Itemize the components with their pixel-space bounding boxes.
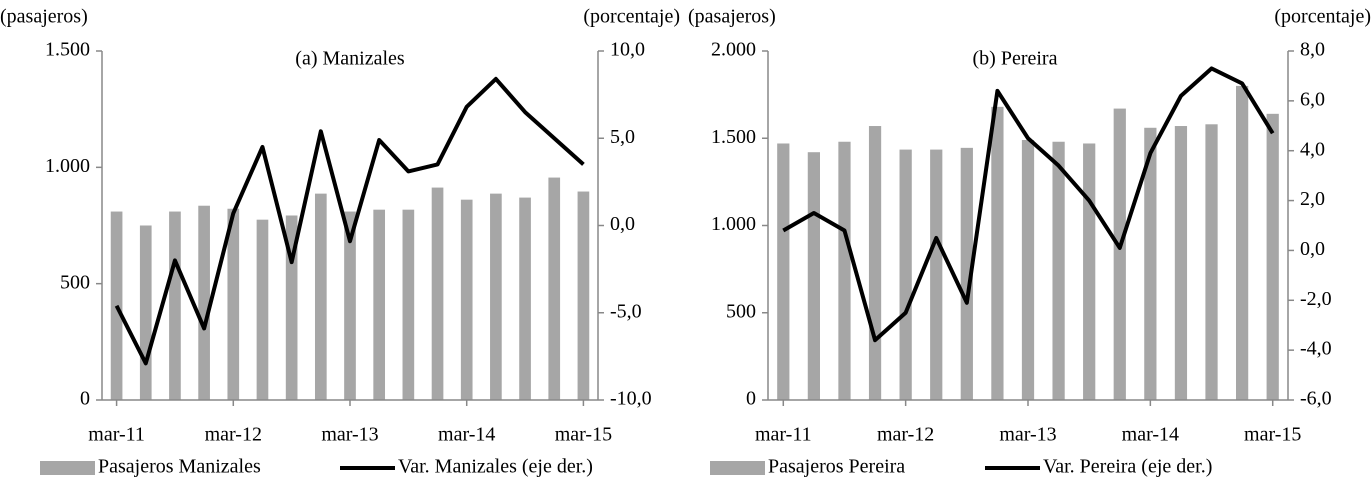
legend-label: Pasajeros Manizales xyxy=(98,456,261,478)
bar xyxy=(314,193,327,400)
x-tick-label: mar-13 xyxy=(999,424,1056,446)
x-tick-label: mar-15 xyxy=(555,424,612,446)
bar xyxy=(1266,113,1279,400)
y-tick-label: 1.500 xyxy=(45,39,90,61)
y2-axis-label: (porcentaje) xyxy=(583,6,680,28)
bar xyxy=(227,208,240,400)
bar xyxy=(169,211,181,400)
x-tick-label: mar-14 xyxy=(1122,424,1179,446)
legend-label: Pasajeros Pereira xyxy=(768,456,905,478)
y2-tick-label: 5,0 xyxy=(610,126,635,148)
bar xyxy=(460,199,473,400)
y-tick-label: 1.000 xyxy=(711,213,756,235)
bar xyxy=(577,191,590,400)
y-tick-label: 500 xyxy=(726,300,756,322)
bar xyxy=(960,147,973,400)
bar xyxy=(548,177,561,400)
bar xyxy=(1205,124,1218,400)
y-tick-label: 0 xyxy=(746,388,756,410)
y-axis-label: (pasajeros) xyxy=(688,6,776,28)
y2-tick-label: -4,0 xyxy=(1300,338,1332,360)
bar xyxy=(198,205,210,400)
bar xyxy=(1021,139,1035,400)
x-tick-label: mar-11 xyxy=(88,424,145,446)
bar xyxy=(991,106,1004,400)
bar xyxy=(431,187,444,400)
x-tick-label: mar-15 xyxy=(1244,424,1301,446)
y2-tick-label: -2,0 xyxy=(1300,288,1332,310)
y2-tick-label: 0,0 xyxy=(1300,238,1325,260)
bar xyxy=(838,141,851,401)
y2-tick-label: -6,0 xyxy=(1300,388,1332,410)
y-tick-label: 500 xyxy=(60,271,90,293)
y2-tick-label: 4,0 xyxy=(1300,138,1325,160)
bar xyxy=(285,215,298,400)
y2-tick-label: 10,0 xyxy=(610,39,645,61)
x-tick-label: mar-14 xyxy=(438,424,495,446)
legend-label: Var. Manizales (eje der.) xyxy=(398,456,593,478)
y2-tick-label: 0,0 xyxy=(610,213,635,235)
bar xyxy=(1083,143,1096,401)
y-tick-label: 2.000 xyxy=(711,39,756,61)
legend-label: Var. Pereira (eje der.) xyxy=(1043,456,1212,478)
line-series xyxy=(114,76,585,366)
x-tick-label: mar-11 xyxy=(755,424,812,446)
bar xyxy=(1174,126,1188,400)
bar xyxy=(110,211,123,400)
y2-tick-label: 2,0 xyxy=(1300,188,1325,210)
x-tick-label: mar-12 xyxy=(877,424,934,446)
y-tick-label: 1.000 xyxy=(45,155,90,177)
y2-tick-label: -5,0 xyxy=(610,300,642,322)
bar xyxy=(490,193,502,400)
bar xyxy=(899,149,912,400)
y-axis-label: (pasajeros) xyxy=(0,6,88,28)
bar xyxy=(1236,85,1249,401)
x-tick-label: mar-12 xyxy=(205,424,262,446)
y-tick-label: 1.500 xyxy=(711,126,756,148)
bar xyxy=(777,143,790,401)
legend-swatch xyxy=(710,461,765,475)
bar xyxy=(930,149,943,400)
legend-swatch xyxy=(40,461,95,475)
bar xyxy=(256,219,269,400)
x-tick-label: mar-13 xyxy=(321,424,378,446)
y2-tick-label: 8,0 xyxy=(1300,39,1325,61)
bar xyxy=(807,152,820,400)
chart-title: (a) Manizales xyxy=(295,48,405,70)
bar xyxy=(344,211,356,400)
bar xyxy=(1144,127,1157,400)
y2-tick-label: 6,0 xyxy=(1300,88,1325,110)
y2-tick-label: -10,0 xyxy=(610,388,652,410)
y2-axis-label: (porcentaje) xyxy=(1274,6,1371,28)
line-series xyxy=(782,66,1275,343)
bar xyxy=(1113,108,1126,401)
bar xyxy=(139,225,152,400)
chart-title: (b) Pereira xyxy=(973,48,1058,70)
bar xyxy=(402,209,415,400)
y-tick-label: 0 xyxy=(80,388,90,410)
bar xyxy=(1052,141,1065,401)
bar xyxy=(868,126,882,400)
bar xyxy=(519,197,531,400)
bar xyxy=(373,209,386,400)
